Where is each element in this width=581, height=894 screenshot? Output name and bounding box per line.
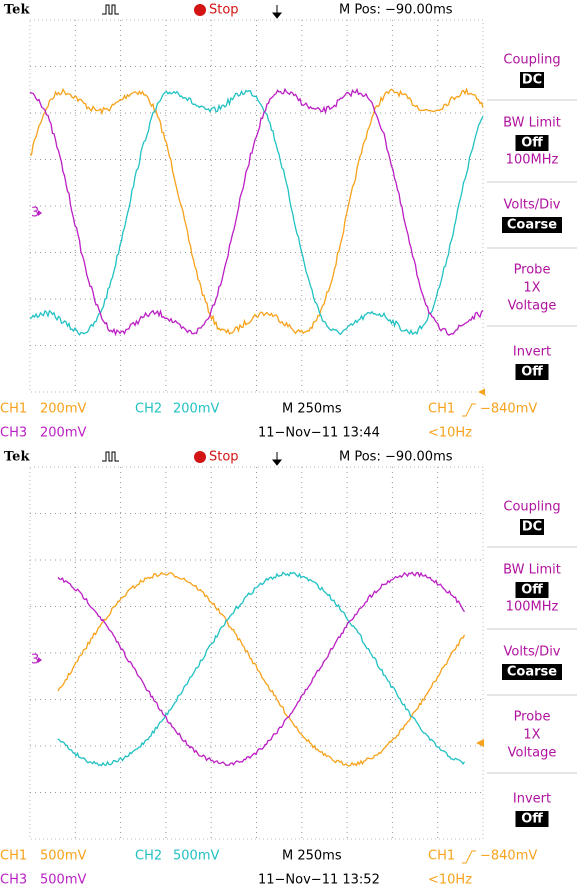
- menu-label: Volts/Div: [503, 198, 560, 213]
- status: Stop: [209, 3, 239, 18]
- ch1-label: CH1: [0, 402, 27, 417]
- menu-value: Coarse: [507, 218, 557, 233]
- date: 11−Nov−11 13:52: [258, 873, 380, 888]
- trigger-icon: [102, 5, 119, 14]
- menu-label: 1X: [523, 281, 540, 296]
- trigger-pos: [273, 452, 281, 465]
- menu-value: Coarse: [507, 665, 557, 680]
- ch3-scale: 500mV: [40, 873, 86, 888]
- ch3-label: CH3: [0, 426, 27, 441]
- menu-label: Probe: [514, 710, 551, 725]
- timebase: M 250ms: [282, 849, 342, 864]
- m-pos: M Pos: −90.00ms: [339, 3, 453, 18]
- menu-value: Off: [521, 812, 543, 827]
- menu-label: 100MHz: [506, 153, 559, 168]
- menu-value: Off: [521, 136, 543, 151]
- menu-label: 1X: [523, 728, 540, 743]
- menu-value: DC: [522, 73, 542, 88]
- menu-label: Invert: [513, 792, 551, 807]
- brand: Tek: [4, 3, 30, 18]
- ch2-label: CH2: [135, 402, 162, 417]
- ch2-scale: 200mV: [173, 402, 219, 417]
- slope-icon: [462, 404, 476, 416]
- trigger-channel: CH1: [428, 402, 455, 417]
- date: 11−Nov−11 13:44: [258, 426, 380, 441]
- menu-label: Invert: [513, 345, 551, 360]
- menu-label: Coupling: [503, 53, 560, 68]
- timebase: M 250ms: [282, 402, 342, 417]
- menu-label: Voltage: [508, 299, 557, 314]
- menu-label: Probe: [514, 263, 551, 278]
- trigger-level: −840mV: [480, 849, 537, 864]
- trigger-icon: [102, 452, 119, 461]
- menu-label: Volts/Div: [503, 645, 560, 660]
- menu-label: 100MHz: [506, 600, 559, 615]
- ch1-scale: 500mV: [40, 849, 86, 864]
- menu-label: Voltage: [508, 746, 557, 761]
- ch2-label: CH2: [135, 849, 162, 864]
- m-pos: M Pos: −90.00ms: [339, 450, 453, 465]
- menu-label: BW Limit: [503, 563, 561, 578]
- trigger-level: −840mV: [480, 402, 537, 417]
- stop-dot: [194, 451, 206, 463]
- menu-value: Off: [521, 365, 543, 380]
- ch1-scale: 200mV: [40, 402, 86, 417]
- ch2-scale: 500mV: [173, 849, 219, 864]
- trigger-pos: [273, 5, 281, 18]
- ch3-scale: 200mV: [40, 426, 86, 441]
- ch3-label: CH3: [0, 873, 27, 888]
- stop-dot: [194, 4, 206, 16]
- trigger-channel: CH1: [428, 849, 455, 864]
- screen: TekStopM Pos: −90.00msCH33CouplingDCBW L…: [0, 0, 581, 894]
- frequency: <10Hz: [428, 873, 472, 888]
- ch1-label: CH1: [0, 849, 27, 864]
- menu-label: BW Limit: [503, 116, 561, 131]
- status: Stop: [209, 450, 239, 465]
- menu-label: Coupling: [503, 500, 560, 515]
- menu-value: DC: [522, 520, 542, 535]
- brand: Tek: [4, 450, 30, 465]
- slope-icon: [462, 851, 476, 863]
- frequency: <10Hz: [428, 426, 472, 441]
- menu-value: Off: [521, 583, 543, 598]
